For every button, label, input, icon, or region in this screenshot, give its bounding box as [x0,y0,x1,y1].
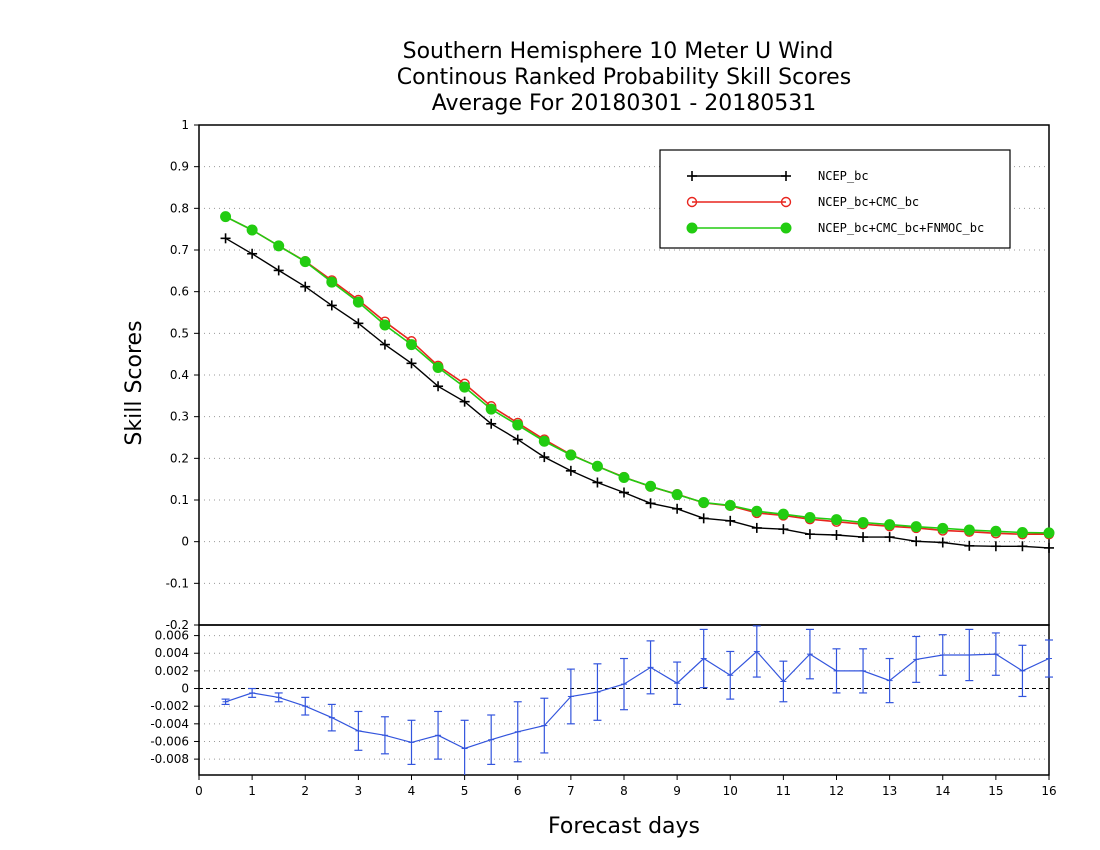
legend-marker [780,222,792,234]
data-point-ncep-bc-cmc-bc-fnmoc-bc [937,522,949,534]
data-point-ncep-bc-cmc-bc-fnmoc-bc [990,525,1002,537]
y-tick-label: 0.4 [170,368,189,382]
y-tick-label-diff: -0.006 [150,734,189,748]
x-tick-label: 2 [301,784,309,798]
y-tick-label: 0 [181,535,189,549]
data-point-ncep-bc-cmc-bc-fnmoc-bc [220,211,232,223]
data-point-ncep-bc-cmc-bc-fnmoc-bc [751,505,763,517]
data-point-ncep-bc-cmc-bc-fnmoc-bc [273,240,285,252]
y-tick-label-diff: 0 [181,682,189,696]
y-tick-label-diff: -0.002 [150,699,189,713]
data-point-ncep-bc-cmc-bc-fnmoc-bc [777,508,789,520]
series-line-0 [225,237,1050,549]
x-axis-label: Forecast days [548,814,700,839]
x-tick-label: 11 [776,784,791,798]
data-point-ncep-bc-cmc-bc-fnmoc-bc [591,460,603,472]
y-tick-label-diff: 0.002 [155,664,189,678]
x-tick-label: 5 [461,784,469,798]
x-tick-label: 16 [1041,784,1056,798]
data-point-ncep-bc-cmc-bc-fnmoc-bc [299,256,311,268]
y-tick-label: -0.2 [166,618,189,632]
data-point-ncep-bc-cmc-bc-fnmoc-bc [246,224,258,236]
data-point-ncep-bc-cmc-bc-fnmoc-bc [512,419,524,431]
legend-marker [780,196,792,208]
x-tick-label: 4 [408,784,416,798]
y-tick-label: 0.6 [170,285,189,299]
x-tick-label: 1 [248,784,256,798]
data-point-ncep-bc-cmc-bc-fnmoc-bc [857,517,869,528]
data-point-ncep-bc-cmc-bc-fnmoc-bc [963,524,975,536]
axes: 10.90.80.70.60.50.40.30.20.10-0.1-0.20.0… [150,118,1056,798]
y-tick-label: 0.8 [170,201,189,215]
y-tick-label: 0.2 [170,451,189,465]
x-tick-label: 7 [567,784,575,798]
chart-title-line3: Average For 20180301 - 20180531 [432,91,817,116]
data-point-ncep-bc-cmc-bc-fnmoc-bc [1016,527,1028,538]
x-tick-label: 14 [935,784,950,798]
data-point-ncep-bc-cmc-bc-fnmoc-bc [406,339,417,351]
y-tick-label-diff: -0.008 [150,752,189,766]
data-point-ncep-bc-cmc-bc-fnmoc-bc [485,403,497,415]
legend: NCEP_bc NCEP_bc+CMC_bc NCEP_bc+CMC_bc+FNMO… [659,149,1011,249]
x-tick-label: 6 [514,784,522,798]
legend-label: NCEP_bc+CMC_bc [818,195,919,209]
legend-label: NCEP_bc+CMC_bc+FNMOC_bc [818,221,984,235]
legend-box [659,149,1011,249]
y-tick-label: -0.1 [166,576,189,590]
chart-title-line1: Southern Hemisphere 10 Meter U Wind [403,39,834,64]
data-point-ncep-bc-cmc-bc-fnmoc-bc [1043,527,1055,539]
x-tick-label: 3 [355,784,363,798]
x-tick-label: 12 [829,784,844,798]
y-tick-label-diff: 0.006 [155,629,189,643]
data-point-ncep-bc-cmc-bc-fnmoc-bc [538,435,550,447]
data-point-ncep-bc-cmc-bc-fnmoc-bc [379,319,391,331]
x-tick-label: 15 [988,784,1003,798]
data-point-ncep-bc-cmc-bc-fnmoc-bc [698,497,710,508]
x-tick-label: 0 [195,784,203,798]
data-point-ncep-bc-cmc-bc-fnmoc-bc [724,499,736,511]
legend-marker [686,196,698,208]
y-tick-label: 0.5 [170,326,189,340]
y-tick-label: 1 [181,118,189,132]
y-tick-label: 0.1 [170,493,189,507]
data-point-ncep-bc-cmc-bc-fnmoc-bc [459,381,471,393]
chart-title-line2: Continous Ranked Probability Skill Score… [397,65,851,90]
data-point-ncep-bc-cmc-bc-fnmoc-bc [910,521,922,533]
data-point-ncep-bc-cmc-bc-fnmoc-bc [804,512,816,523]
y-tick-label: 0.7 [170,243,189,257]
x-tick-label: 8 [620,784,628,798]
data-point-ncep-bc-cmc-bc-fnmoc-bc [565,449,577,461]
difference-line [225,650,1050,750]
x-tick-label: 10 [723,784,738,798]
x-tick-label: 9 [673,784,681,798]
data-point-ncep-bc-cmc-bc-fnmoc-bc [884,519,896,531]
series [220,211,1055,775]
data-point-ncep-bc-cmc-bc-fnmoc-bc [618,472,630,483]
y-axis-label: Skill Scores [122,320,147,445]
data-point-ncep-bc-cmc-bc-fnmoc-bc [352,296,364,308]
data-point-ncep-bc-cmc-bc-fnmoc-bc [831,514,842,526]
y-tick-label-diff: -0.004 [150,717,189,731]
data-point-ncep-bc-cmc-bc-fnmoc-bc [671,489,683,501]
data-point-ncep-bc-cmc-bc-fnmoc-bc [326,276,338,288]
data-point-ncep-bc-cmc-bc-fnmoc-bc [432,362,444,373]
y-tick-label: 0.9 [170,160,189,174]
legend-marker [686,222,698,234]
data-point-ncep-bc-cmc-bc-fnmoc-bc [645,480,657,492]
legend-label: NCEP_bc [818,169,869,183]
y-tick-label: 0.3 [170,410,189,424]
x-tick-label: 13 [882,784,897,798]
y-tick-label-diff: 0.004 [155,646,189,660]
